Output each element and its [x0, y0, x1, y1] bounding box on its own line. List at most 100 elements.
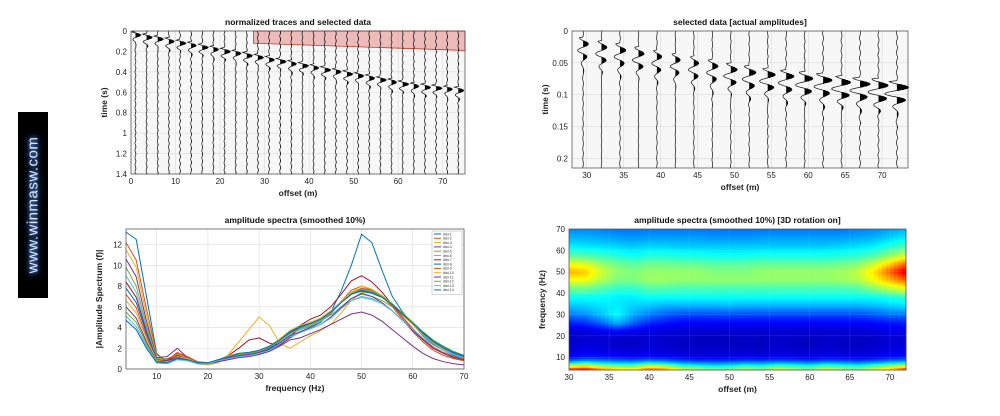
x-tick-label: 10: [171, 177, 180, 186]
trace-fill: [402, 32, 409, 172]
heatmap-cell: [569, 310, 574, 313]
heatmap-cell: [573, 286, 578, 290]
legend-label: dist-6: [443, 254, 452, 258]
legend-label: dist-7: [443, 258, 452, 262]
heatmap-cell: [577, 350, 582, 354]
heatmap-cell: [569, 308, 574, 311]
y-tick-label: 1: [123, 129, 128, 138]
heatmap-cell: [577, 235, 582, 238]
trace-fill: [896, 84, 909, 129]
y-tick-label: 0: [118, 365, 123, 374]
heatmap-cell: [577, 276, 582, 279]
heatmap-cell: [573, 282, 578, 285]
heatmap-cell: [577, 344, 582, 347]
heatmap-cell: [569, 267, 574, 270]
heatmap-cell: [569, 258, 574, 262]
heatmap-cell: [577, 269, 582, 273]
heatmap-cell: [577, 258, 582, 262]
winmasw-logo: www.winmasw.com: [18, 112, 48, 298]
y-tick-label: 12: [113, 241, 122, 250]
heatmap-cell: [573, 284, 578, 288]
heatmap-cell: [573, 265, 578, 268]
heatmap-cell: [577, 323, 582, 326]
x-tick-label: 40: [656, 171, 665, 180]
heatmap-cell: [569, 280, 574, 283]
heatmap-cell: [569, 348, 574, 352]
heatmap-cell: [577, 293, 582, 296]
heatmap-cell: [577, 305, 582, 309]
heatmap-cell: [569, 239, 574, 243]
heatmap-cell: [569, 320, 574, 324]
seismic-trace: [595, 31, 608, 169]
heatmap-cell: [573, 254, 578, 258]
heatmap-cell: [569, 299, 574, 303]
heatmap-cell: [577, 357, 582, 360]
heatmap-cell: [569, 254, 574, 258]
heatmap-cell: [569, 246, 574, 249]
heatmap-cell: [577, 229, 582, 232]
trace-fill: [180, 33, 186, 173]
heatmap-cell: [569, 365, 574, 369]
trace-fill: [638, 50, 645, 107]
heatmap-cell: [569, 325, 574, 328]
heatmap-cell: [577, 340, 582, 343]
legend-box: [431, 230, 463, 295]
heatmap-cell: [573, 299, 578, 303]
heatmap-cell: [569, 284, 574, 288]
heatmap-cell: [569, 295, 574, 298]
heatmap-cell: [577, 252, 582, 256]
y-tick-label: 1.2: [116, 150, 128, 159]
heatmap-cell: [577, 246, 582, 249]
heatmap-cell: [577, 241, 582, 245]
x-tick-label: 20: [203, 372, 212, 381]
heatmap-cell: [577, 318, 582, 322]
heatmap-cell: [577, 325, 582, 328]
y-tick-label: 0.1: [557, 91, 569, 100]
heatmap-cell: [577, 267, 582, 270]
heatmap-cell: [573, 243, 578, 247]
trace-fill: [269, 31, 275, 171]
heatmap-cell: [573, 248, 578, 251]
legend: dist-1dist-2dist-3dist-4dist-5dist-6dist…: [431, 230, 463, 295]
heatmap-cell: [573, 348, 578, 352]
chart-panel-2: 30 35 40 45 50 55 60 65 7000.050.10.150.2selecte…: [540, 17, 910, 192]
heatmap-cell: [573, 344, 578, 347]
heatmap-cell: [573, 352, 578, 356]
trace-fill: [324, 33, 331, 173]
chart-title: normalized traces and selected data: [225, 17, 371, 27]
heatmap-cell: [569, 331, 574, 335]
heatmap-cell: [577, 239, 582, 243]
legend-label: dist-3: [443, 241, 452, 245]
trace-fill: [202, 31, 209, 171]
heatmap-cell: [573, 318, 578, 322]
heatmap-cell: [573, 346, 578, 350]
heatmap-cell: [569, 252, 574, 256]
plot-area: [131, 31, 465, 174]
x-tick-label: 20: [216, 177, 225, 186]
heatmap-cell: [573, 293, 578, 296]
trace-fill: [257, 32, 264, 172]
heatmap-cell: [569, 288, 574, 292]
heatmap-cell: [573, 316, 578, 320]
heatmap-cell: [569, 229, 574, 232]
heatmap-cell: [573, 250, 578, 253]
heatmap-cell: [569, 269, 574, 273]
heatmap-cell: [573, 320, 578, 324]
heatmap-cell: [569, 312, 574, 315]
chart-title: selected data [actual amplitudes]: [673, 17, 807, 27]
y-tick-label: 0: [123, 27, 128, 36]
axes-box: [130, 30, 466, 175]
heatmap-cell: [569, 327, 574, 330]
x-tick-label: 30: [582, 171, 591, 180]
heatmap-cell: [569, 293, 574, 296]
x-tick-label: 60: [408, 372, 417, 381]
x-tick-label: 55: [767, 171, 776, 180]
x-tick-label: 40: [306, 372, 315, 381]
heatmap-cell: [569, 316, 574, 320]
y-tick-label: 0.6: [116, 88, 128, 97]
heatmap-cell: [569, 243, 574, 247]
legend-label: dist-2: [443, 237, 452, 241]
heatmap-cell: [577, 248, 582, 251]
heatmap-cell: [569, 329, 574, 332]
heatmap-cell: [577, 288, 582, 292]
